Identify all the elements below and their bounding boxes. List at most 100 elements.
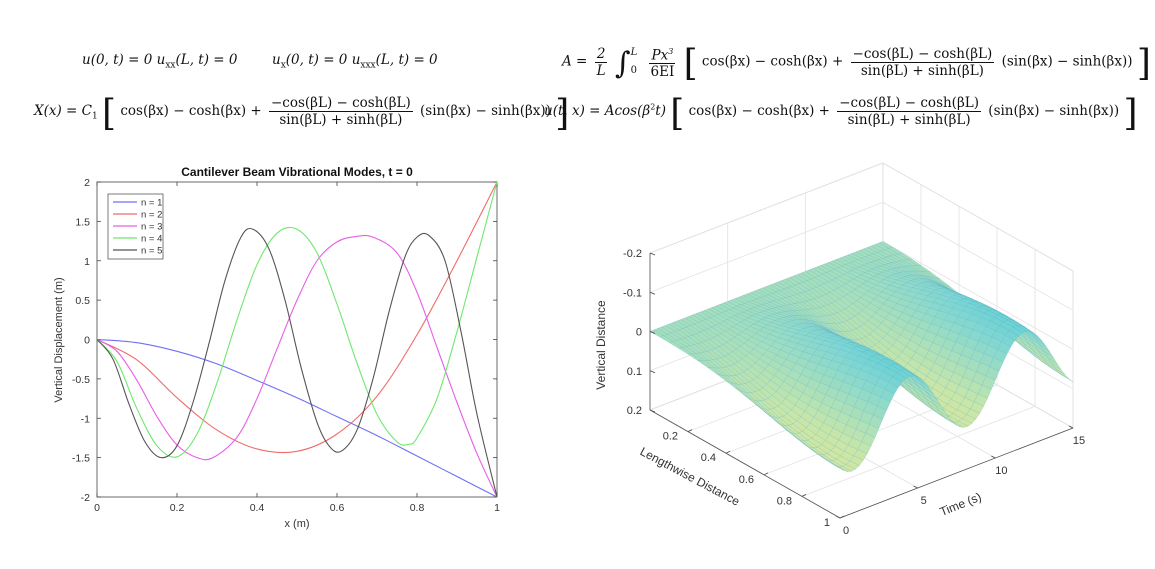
eq-frac-num: −cos(βL) − cosh(βL) bbox=[268, 95, 413, 112]
t-tick-label: 0 bbox=[843, 525, 849, 537]
surface-mesh bbox=[649, 241, 1074, 472]
x-tick-label: 0.8 bbox=[777, 495, 792, 507]
legend-label: n = 4 bbox=[141, 234, 162, 245]
bracket-open-3: [ bbox=[670, 92, 685, 134]
x-tick-label: 0.6 bbox=[739, 474, 754, 486]
bracket-open-2: [ bbox=[683, 43, 698, 84]
x-tick-label: 0.4 bbox=[701, 452, 716, 464]
eq-frac-den-2: sin(βL) + sinh(βL) bbox=[860, 62, 984, 79]
surface-patch bbox=[830, 462, 844, 471]
equation-boundary-left: u(0, t) = 0 uxx(L, t) = 0 bbox=[82, 52, 237, 71]
eq-A-frac2-num: Px bbox=[651, 47, 669, 64]
x-tick-mark bbox=[763, 472, 769, 476]
y-tick-label: 0.5 bbox=[75, 295, 90, 307]
legend: n = 1n = 2n = 3n = 4n = 5 bbox=[107, 193, 164, 260]
z-tick-label: 0.2 bbox=[627, 405, 642, 417]
z-tick-mark bbox=[649, 370, 656, 374]
eq-A-frac2-den: 6EI bbox=[650, 64, 675, 81]
t-tick-mark bbox=[991, 455, 996, 459]
eq-trig-head: cos(βx) − cosh(βx) + bbox=[120, 103, 262, 119]
x-tick-label: 0 bbox=[94, 502, 100, 514]
series-line bbox=[96, 227, 498, 498]
eq-u-sup: 2 bbox=[650, 102, 656, 112]
x-tick-mark bbox=[725, 450, 731, 454]
series-line bbox=[96, 234, 498, 498]
eq-X-sub: 1 bbox=[91, 111, 98, 122]
y-tick-label: 1.5 bbox=[75, 216, 90, 228]
eq-A-frac-den: L bbox=[596, 62, 606, 79]
bracket-close-3: ] bbox=[1123, 92, 1138, 134]
series-line bbox=[96, 181, 498, 454]
x-tick-label: 0.2 bbox=[170, 502, 185, 514]
t-tick-mark bbox=[1068, 425, 1074, 429]
z-tick-label: -0.1 bbox=[623, 287, 642, 299]
t-tick-mark bbox=[913, 485, 918, 489]
eq-bc-3-sub: x bbox=[280, 60, 286, 71]
x-tick-label: 0.8 bbox=[410, 502, 425, 514]
eq-A-frac2: Px3 6EI bbox=[649, 45, 677, 81]
z-tick-mark bbox=[649, 252, 656, 256]
eq-A-frac2-sup: 3 bbox=[668, 46, 674, 56]
surface-z-label: Vertical Distance bbox=[594, 300, 608, 390]
equation-mode-shape: X(x) = C1 [ cos(βx) − cosh(βx) + −cos(βL… bbox=[34, 95, 569, 131]
x-tick-mark bbox=[801, 494, 807, 497]
x-tick-mark bbox=[687, 429, 693, 432]
eq-bc-4-rest: (L, t) = 0 bbox=[375, 52, 438, 68]
legend-label: n = 2 bbox=[141, 210, 162, 221]
eq-fraction-3: −cos(βL) − cosh(βL) sin(βL) + sinh(βL) bbox=[837, 96, 981, 127]
eq-u-lhs: u(t, x) = Acos(β bbox=[544, 103, 651, 119]
t-tick-label: 10 bbox=[995, 465, 1007, 477]
bracket-close-2: ] bbox=[1136, 43, 1151, 84]
equation-boundary-right: ux(0, t) = 0 uxxx(L, t) = 0 bbox=[272, 52, 438, 71]
eq-bc-2-rest: (L, t) = 0 bbox=[175, 52, 238, 68]
eq-frac-num-2: −cos(βL) − cosh(βL) bbox=[850, 45, 995, 63]
equation-solution: u(t, x) = Acos(β2t) [ cos(βx) − cosh(βx)… bbox=[544, 95, 1138, 131]
eq-trig-tail-3: (sin(βx) − sinh(βx)) bbox=[988, 103, 1120, 119]
x-tick-label: 0.6 bbox=[330, 502, 345, 514]
y-tick-label: 2 bbox=[84, 177, 90, 189]
eq-bc-1: u(0, t) = 0 bbox=[82, 52, 153, 68]
y-tick-label: -1 bbox=[81, 413, 90, 425]
eq-bc-2-u: u bbox=[156, 52, 166, 68]
bracket-open: [ bbox=[102, 92, 117, 134]
legend-label: n = 1 bbox=[141, 198, 162, 209]
eq-fraction: −cos(βL) − cosh(βL) sin(βL) + sinh(βL) bbox=[268, 95, 413, 128]
x-tick-label: 1 bbox=[824, 517, 830, 529]
legend-items: n = 1n = 2n = 3n = 4n = 5 bbox=[113, 198, 162, 257]
y-tick-label: -2 bbox=[81, 492, 90, 504]
eq-X-lhs: X(x) = C bbox=[34, 103, 92, 119]
y-tick-label: -0.5 bbox=[72, 374, 90, 386]
plot-area bbox=[96, 181, 498, 498]
x-axis-label: x (m) bbox=[284, 518, 309, 530]
eq-A-frac2-num-wrap: Px3 bbox=[649, 45, 676, 65]
axis-ticks: 0 0.2 0.4 0.6 0.8 1 -2 -1.5 -1 -0.5 0 0.5 1 1.5 2 bbox=[72, 177, 500, 514]
x-axis-line bbox=[649, 409, 841, 519]
x-tick-label: 0.4 bbox=[250, 502, 265, 514]
eq-trig-head-3: cos(βx) − cosh(βx) + bbox=[688, 103, 830, 119]
eq-frac-den: sin(βL) + sinh(βL) bbox=[279, 112, 403, 128]
z-tick-label: 0.1 bbox=[627, 366, 642, 378]
bracket-close: ] bbox=[555, 92, 570, 134]
y-tick-label: 1 bbox=[84, 256, 90, 268]
t-tick-label: 5 bbox=[921, 495, 927, 507]
y-axis-label: Vertical Displacement (m) bbox=[53, 277, 65, 402]
legend-label: n = 5 bbox=[141, 246, 162, 257]
eq-bc-3-u: u bbox=[272, 52, 281, 68]
z-tick-label: 0 bbox=[636, 327, 642, 339]
eq-bc-3-rest: (0, t) = 0 bbox=[285, 52, 348, 68]
surface-y-label: Time (s) bbox=[938, 490, 984, 519]
eq-trig-tail-2: (sin(βx) − sinh(βx)) bbox=[1001, 53, 1133, 70]
legend-label: n = 3 bbox=[141, 222, 162, 233]
chart-title: Cantilever Beam Vibrational Modes, t = 0 bbox=[181, 165, 413, 179]
y-tick-label: 0 bbox=[84, 335, 90, 347]
eq-frac-num-3: −cos(βL) − cosh(βL) bbox=[837, 95, 981, 112]
t-axis-line bbox=[839, 427, 1074, 519]
eq-frac-den-3: sin(βL) + sinh(βL) bbox=[847, 112, 971, 128]
eq-bc-4-u: u bbox=[351, 52, 361, 68]
z-tick-mark bbox=[649, 331, 656, 334]
